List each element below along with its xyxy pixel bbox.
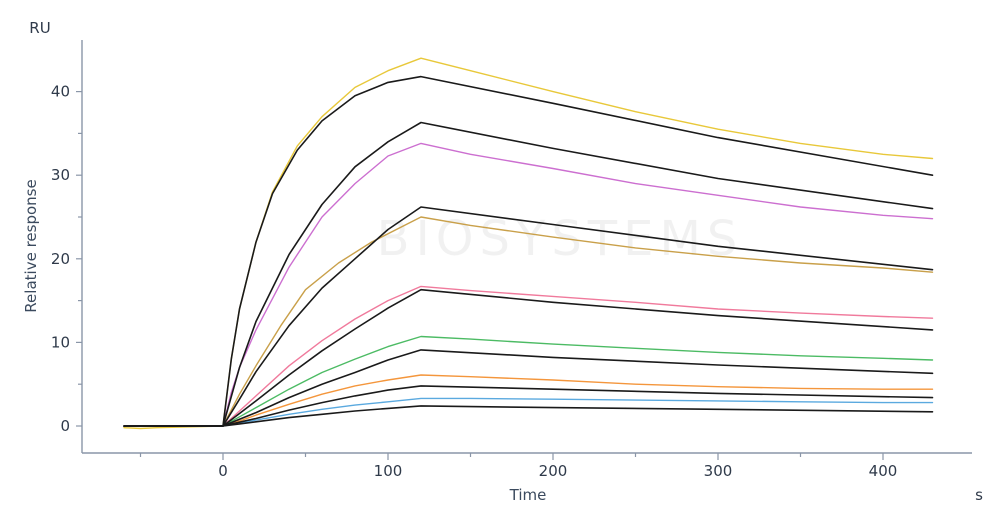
x-ticks: 0 100 200 300 400 xyxy=(139,453,898,480)
y-tick-label: 10 xyxy=(51,333,70,351)
fit-curve xyxy=(123,385,934,427)
fit-curve xyxy=(123,288,934,427)
fit-curve xyxy=(123,121,934,427)
y-tick-label: 0 xyxy=(60,417,70,435)
fit-curve xyxy=(123,405,934,427)
x-tick-label: 300 xyxy=(704,462,733,480)
y-ticks: 0 10 20 30 40 xyxy=(51,83,82,435)
x-tick-label: 0 xyxy=(218,462,228,480)
y-tick-label: 40 xyxy=(51,83,70,101)
fit-curve xyxy=(123,75,934,427)
x-tick-label: 100 xyxy=(374,462,403,480)
y-axis-title: Relative response xyxy=(22,179,40,312)
x-tick-label: 400 xyxy=(869,462,898,480)
y-tick-label: 20 xyxy=(51,250,70,268)
fit-curve xyxy=(123,206,934,427)
x-axis-title: Time xyxy=(509,486,547,504)
series-group xyxy=(123,57,934,430)
response-curve xyxy=(123,285,934,427)
x-tick-label: 200 xyxy=(539,462,568,480)
y-tick-label: 30 xyxy=(51,166,70,184)
y-unit-label: RU xyxy=(29,19,50,37)
response-curve xyxy=(123,335,934,427)
response-curve xyxy=(123,374,934,427)
fit-curve xyxy=(123,349,934,427)
response-curve xyxy=(123,216,934,427)
x-unit-label: s xyxy=(975,486,983,504)
response-curve xyxy=(123,397,934,427)
